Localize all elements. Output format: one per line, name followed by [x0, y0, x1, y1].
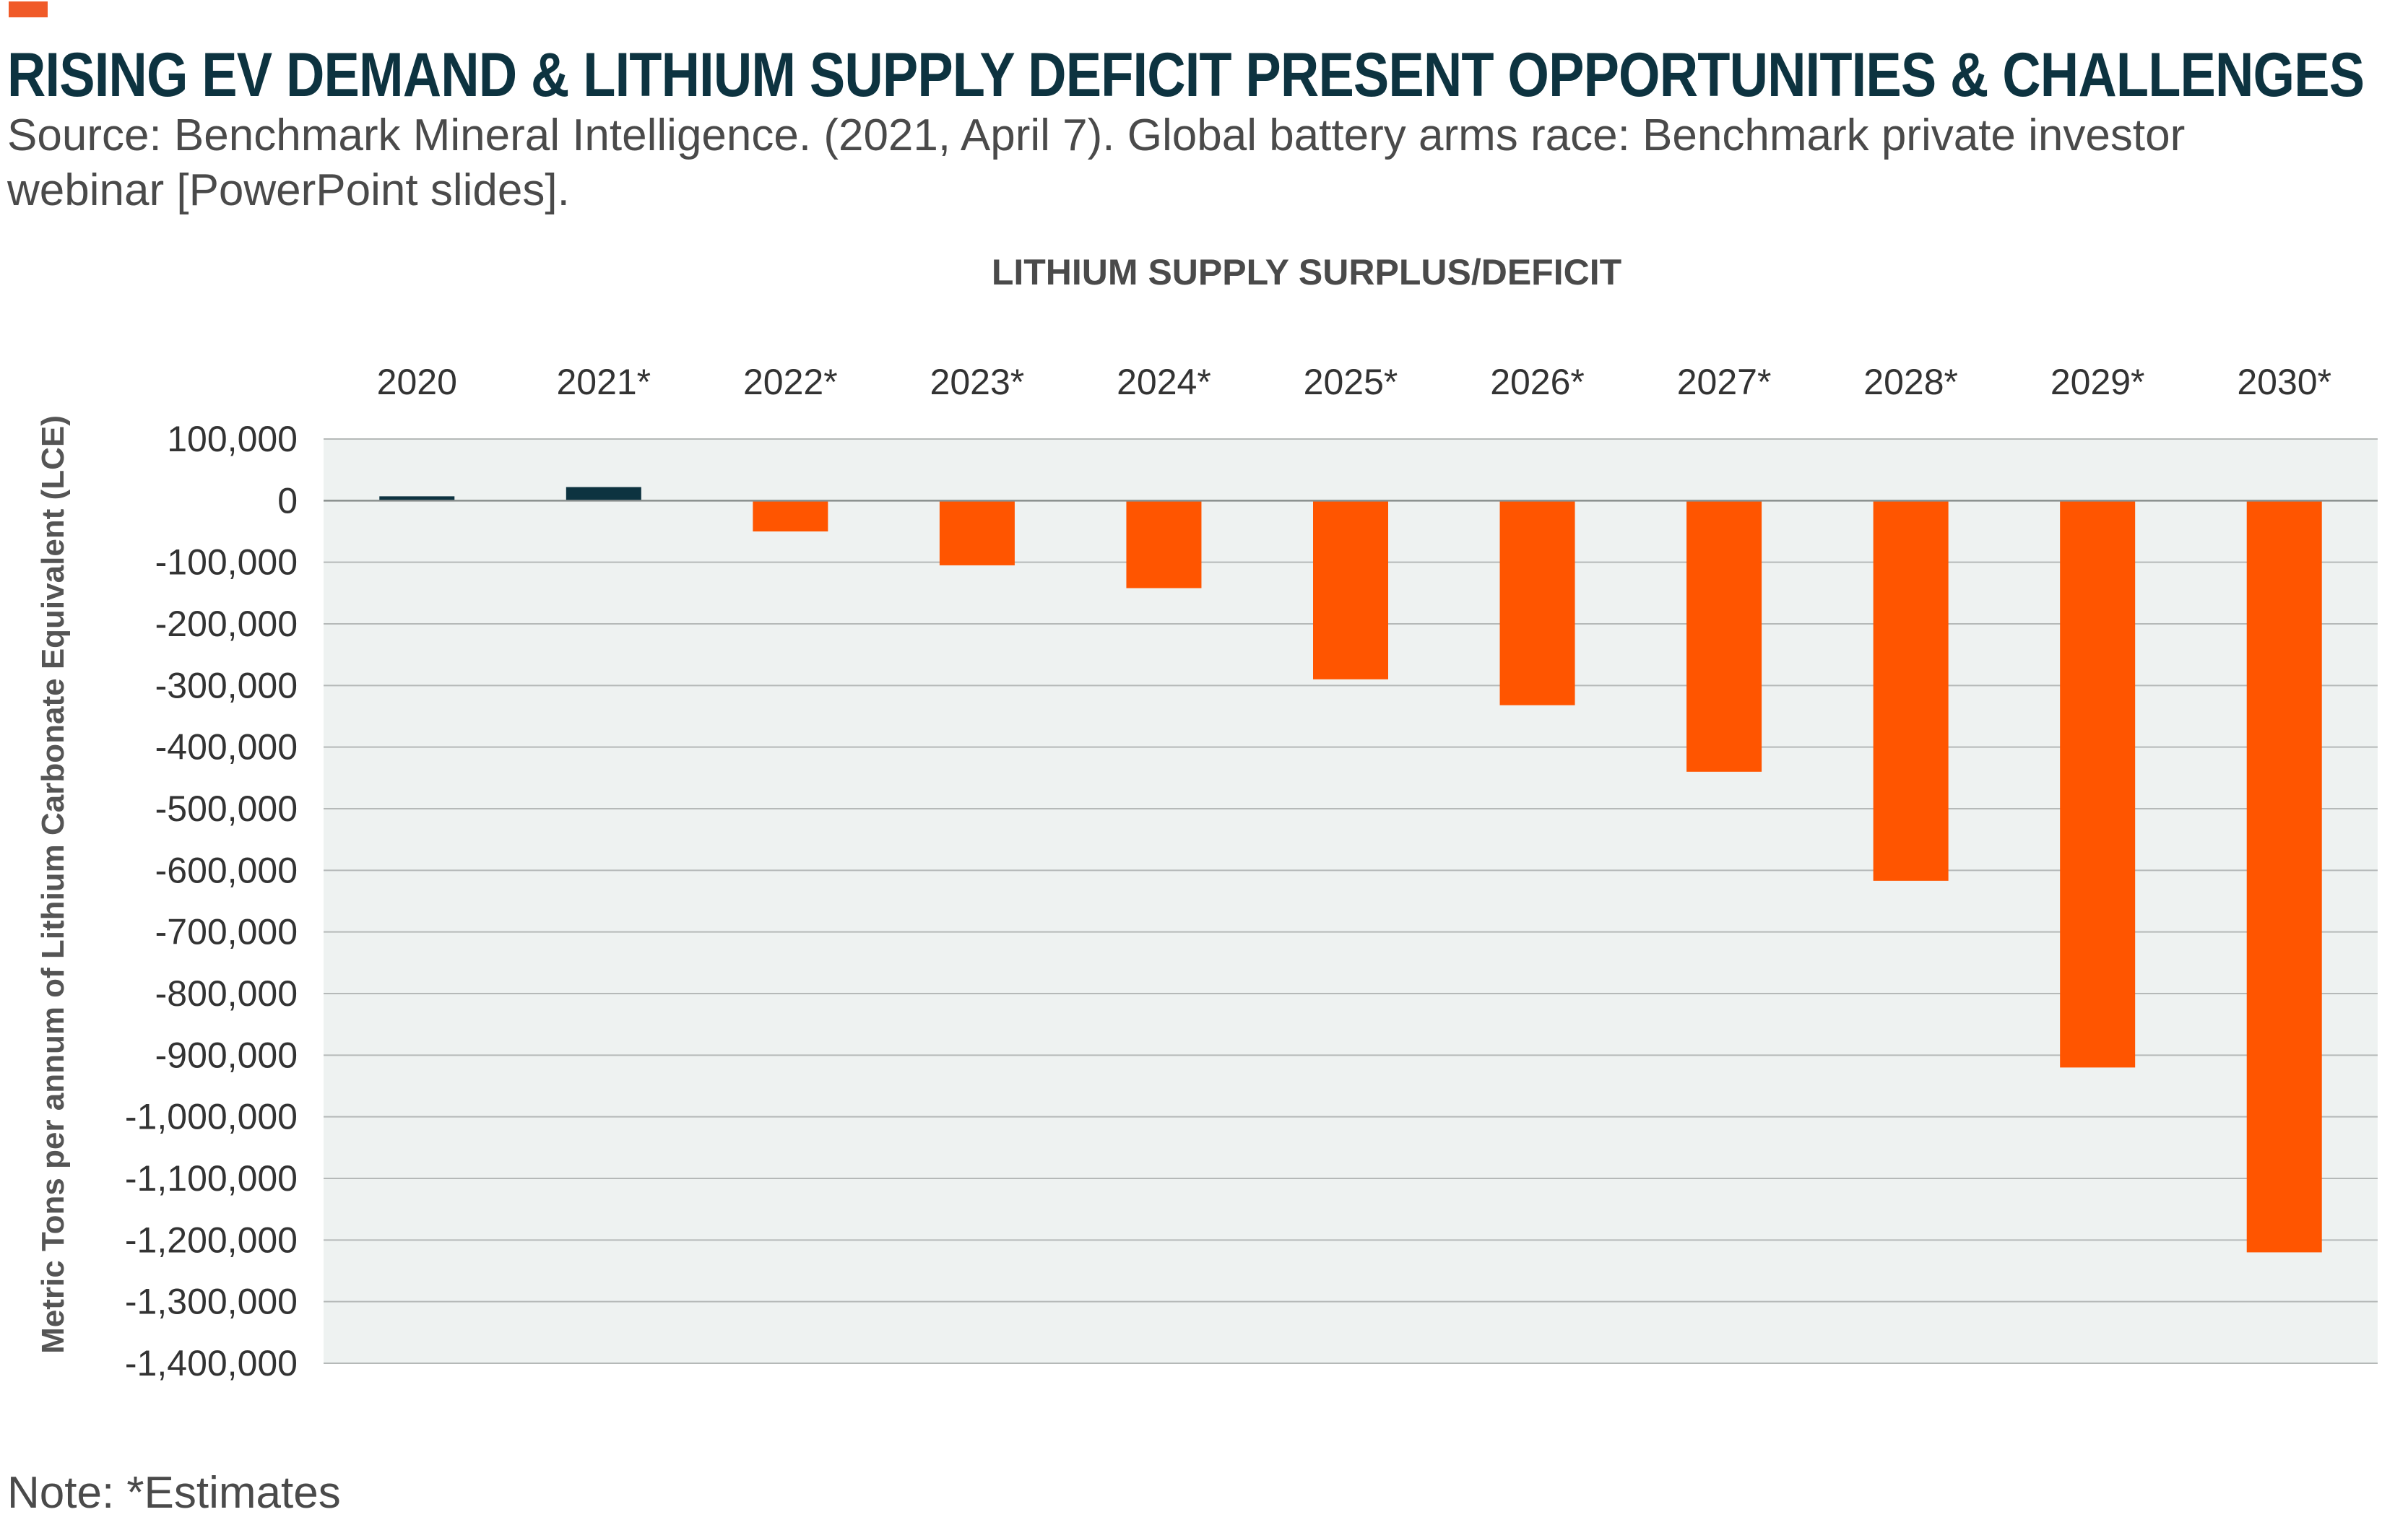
category-label: 2020: [377, 362, 457, 402]
category-label: 2025*: [1304, 362, 1398, 402]
category-label: 2022*: [743, 362, 838, 402]
y-tick-label: -200,000: [155, 604, 298, 644]
bar-2024-est: [1126, 500, 1202, 588]
y-tick-label: -700,000: [155, 912, 298, 952]
y-tick-label: -1,400,000: [125, 1343, 298, 1383]
y-tick-label: -300,000: [155, 665, 298, 705]
y-axis-title: Metric Tons per annum of Lithium Carbona…: [35, 415, 71, 1354]
y-tick-label: -1,100,000: [125, 1158, 298, 1199]
y-tick-label: 0: [277, 480, 298, 521]
page-title: RISING EV DEMAND & LITHIUM SUPPLY DEFICI…: [7, 40, 2365, 110]
footnote: Note: *Estimates: [7, 1468, 341, 1518]
y-tick-label: -800,000: [155, 973, 298, 1014]
y-tick-label: -900,000: [155, 1035, 298, 1075]
y-tick-label: -600,000: [155, 850, 298, 890]
category-label: 2021*: [556, 362, 651, 402]
y-tick-label: -100,000: [155, 542, 298, 583]
category-axis: 2020 2021* 2022* 2023* 2024* 2025* 2026* 2027* 2…: [377, 362, 2331, 402]
bar-2022-est: [753, 500, 828, 531]
source-citation: Source: Benchmark Mineral Intelligence. …: [7, 110, 2186, 215]
bar-2026-est: [1499, 500, 1575, 705]
y-tick-label: -1,300,000: [125, 1282, 298, 1322]
category-label: 2024*: [1117, 362, 1211, 402]
accent-bar: [9, 1, 48, 17]
gridlines: [324, 438, 2378, 1364]
category-label: 2023*: [930, 362, 1025, 402]
y-axis-ticks: 100,000 0 -100,000 -200,000 -300,000 -400,000…: [125, 419, 298, 1383]
category-label: 2028*: [1863, 362, 1958, 402]
y-tick-label: -400,000: [155, 727, 298, 768]
bar-2023-est: [939, 500, 1015, 565]
y-tick-label: -1,000,000: [125, 1097, 298, 1137]
bar-2021-est: [566, 487, 641, 501]
category-label: 2030*: [2237, 362, 2331, 402]
bar-2025-est: [1313, 500, 1388, 679]
bar-2020: [379, 496, 455, 501]
bar-2027-est: [1686, 500, 1762, 772]
chart-title: LITHIUM SUPPLY SURPLUS/DEFICIT: [992, 252, 1621, 292]
category-label: 2026*: [1490, 362, 1585, 402]
y-tick-label: -500,000: [155, 788, 298, 829]
bar-2030-est: [2246, 500, 2322, 1253]
bar-2029-est: [2060, 500, 2136, 1068]
bar-2028-est: [1873, 500, 1949, 881]
bars: [379, 487, 2322, 1253]
category-label: 2027*: [1677, 362, 1772, 402]
category-label: 2029*: [2050, 362, 2145, 402]
y-tick-label: -1,200,000: [125, 1220, 298, 1260]
y-tick-label: 100,000: [167, 419, 298, 459]
